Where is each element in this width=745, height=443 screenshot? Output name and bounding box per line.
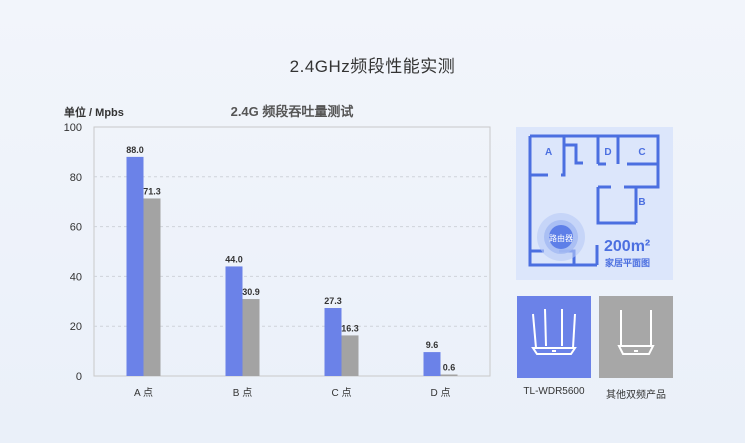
- other-dual-band-thumbnail: [599, 296, 673, 378]
- bar-value-label: 27.3: [324, 296, 342, 306]
- x-tick-label: A 点: [134, 387, 153, 399]
- room-label-b: B: [638, 197, 645, 208]
- area-label: 200m²: [604, 238, 650, 255]
- room-label-a: A: [545, 147, 552, 158]
- bar-value-label: 0.6: [443, 363, 456, 373]
- product-label-other: 其他双频产品: [606, 390, 666, 401]
- product-label-tl-wdr5600: TL-WDR5600: [523, 386, 585, 397]
- bar: [225, 266, 243, 376]
- tl-wdr5600-thumbnail: [517, 296, 591, 378]
- bar-value-label: 16.3: [341, 323, 359, 333]
- bar: [440, 374, 458, 376]
- bar: [242, 299, 260, 376]
- floor-plan-panel: 路由器 A D C B 200m² 家居平面图: [516, 127, 673, 280]
- y-tick-label: 80: [70, 172, 82, 184]
- bar-value-label: 71.3: [143, 186, 161, 196]
- room-label-d: D: [604, 147, 611, 158]
- plot-frame: [93, 126, 491, 377]
- y-tick-label: 20: [70, 321, 82, 333]
- bar-value-label: 30.9: [242, 287, 260, 297]
- bar: [423, 352, 441, 376]
- y-tick-label: 100: [64, 122, 82, 134]
- x-tick-label: D 点: [431, 387, 451, 399]
- x-tick-label: B 点: [233, 387, 252, 399]
- bar-value-label: 88.0: [126, 145, 144, 155]
- bar: [126, 156, 144, 376]
- y-tick-label: 60: [70, 222, 82, 234]
- room-label-c: C: [638, 147, 645, 158]
- floor-plan-drawing: 路由器 A D C B 200m² 家居平面图: [528, 134, 660, 268]
- chart-title: 2.4G 频段吞吐量测试: [230, 104, 354, 119]
- router-icon: [617, 310, 655, 355]
- y-axis-unit-label: 单位 / Mpbs: [64, 107, 124, 119]
- bar: [341, 335, 359, 376]
- bar: [143, 198, 161, 376]
- y-tick-label: 40: [70, 271, 82, 283]
- floor-plan-caption: 家居平面图: [605, 257, 650, 268]
- x-tick-label: C 点: [332, 387, 352, 399]
- router-marker: [549, 225, 573, 249]
- bar-chart: 0 20 40 60 80 100 88.0 71.3 A 点 44.0 30.9 B 点 27.3 16…: [64, 122, 491, 399]
- bar-value-label: 9.6: [426, 340, 439, 350]
- router-icon: [531, 308, 577, 355]
- bar-value-label: 44.0: [225, 254, 243, 264]
- router-label: 路由器: [549, 233, 573, 243]
- y-tick-label: 0: [76, 371, 82, 383]
- page-title: 2.4GHz频段性能实测: [289, 57, 456, 76]
- bar: [324, 308, 342, 376]
